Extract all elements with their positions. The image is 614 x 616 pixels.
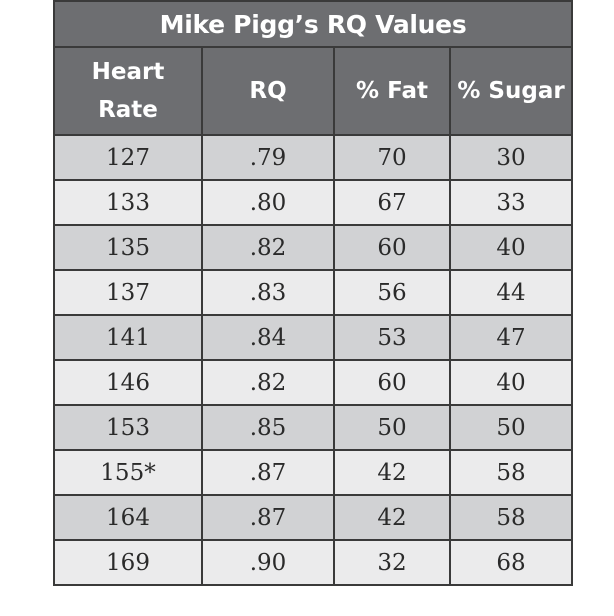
cell-sugar: 33 (448, 179, 574, 226)
cell-heart-rate: 146 (53, 359, 203, 406)
cell-sugar: 44 (448, 269, 574, 316)
cell-sugar: 47 (448, 314, 574, 361)
table-row: 127 .79 70 30 (53, 134, 574, 181)
cell-fat: 42 (333, 449, 451, 496)
table-title: Mike Pigg’s RQ Values (52, 0, 574, 48)
cell-heart-rate: 153 (53, 404, 203, 451)
header-fat: % Fat (333, 46, 451, 136)
cell-sugar: 30 (448, 134, 574, 181)
cell-sugar: 68 (448, 539, 574, 586)
cell-sugar: 50 (448, 404, 574, 451)
rq-values-table: Mike Pigg’s RQ Values Heart Rate RQ % Fa… (52, 0, 574, 586)
table-row: 155* .87 42 58 (53, 449, 574, 496)
cell-fat: 42 (333, 494, 451, 541)
cell-rq: .84 (201, 314, 335, 361)
cell-rq: .83 (201, 269, 335, 316)
cell-heart-rate: 133 (53, 179, 203, 226)
cell-sugar: 40 (448, 224, 574, 271)
cell-rq: .87 (201, 494, 335, 541)
cell-heart-rate: 164 (53, 494, 203, 541)
cell-fat: 53 (333, 314, 451, 361)
cell-heart-rate: 169 (53, 539, 203, 586)
table-header-row: Heart Rate RQ % Fat % Sugar (53, 46, 574, 136)
cell-heart-rate: 141 (53, 314, 203, 361)
cell-sugar: 58 (448, 494, 574, 541)
cell-fat: 60 (333, 224, 451, 271)
cell-fat: 60 (333, 359, 451, 406)
table-row: 146 .82 60 40 (53, 359, 574, 406)
header-sugar: % Sugar (448, 46, 574, 136)
table-row: 133 .80 67 33 (53, 179, 574, 226)
cell-fat: 67 (333, 179, 451, 226)
cell-heart-rate: 137 (53, 269, 203, 316)
table-row: 153 .85 50 50 (53, 404, 574, 451)
table-body: 127 .79 70 30 133 .80 67 33 135 .82 60 4… (53, 134, 574, 586)
cell-rq: .87 (201, 449, 335, 496)
table-row: 137 .83 56 44 (53, 269, 574, 316)
header-heart-rate-line1: Heart (91, 59, 165, 85)
cell-heart-rate: 135 (53, 224, 203, 271)
table-title-row: Mike Pigg’s RQ Values (52, 0, 574, 48)
header-heart-rate: Heart Rate (53, 46, 203, 136)
cell-heart-rate: 127 (53, 134, 203, 181)
cell-fat: 50 (333, 404, 451, 451)
header-rq: RQ (201, 46, 335, 136)
cell-rq: .82 (201, 359, 335, 406)
cell-fat: 70 (333, 134, 451, 181)
cell-sugar: 40 (448, 359, 574, 406)
cell-sugar: 58 (448, 449, 574, 496)
cell-fat: 56 (333, 269, 451, 316)
table-row: 169 .90 32 68 (53, 539, 574, 586)
cell-fat: 32 (333, 539, 451, 586)
table-row: 141 .84 53 47 (53, 314, 574, 361)
cell-rq: .79 (201, 134, 335, 181)
table-row: 164 .87 42 58 (53, 494, 574, 541)
cell-heart-rate: 155* (53, 449, 203, 496)
rq-values-table-container: Mike Pigg’s RQ Values Heart Rate RQ % Fa… (52, 0, 574, 604)
cell-rq: .90 (201, 539, 335, 586)
table-row: 135 .82 60 40 (53, 224, 574, 271)
cell-rq: .85 (201, 404, 335, 451)
cell-rq: .82 (201, 224, 335, 271)
cell-rq: .80 (201, 179, 335, 226)
header-heart-rate-line2: Rate (98, 97, 158, 123)
